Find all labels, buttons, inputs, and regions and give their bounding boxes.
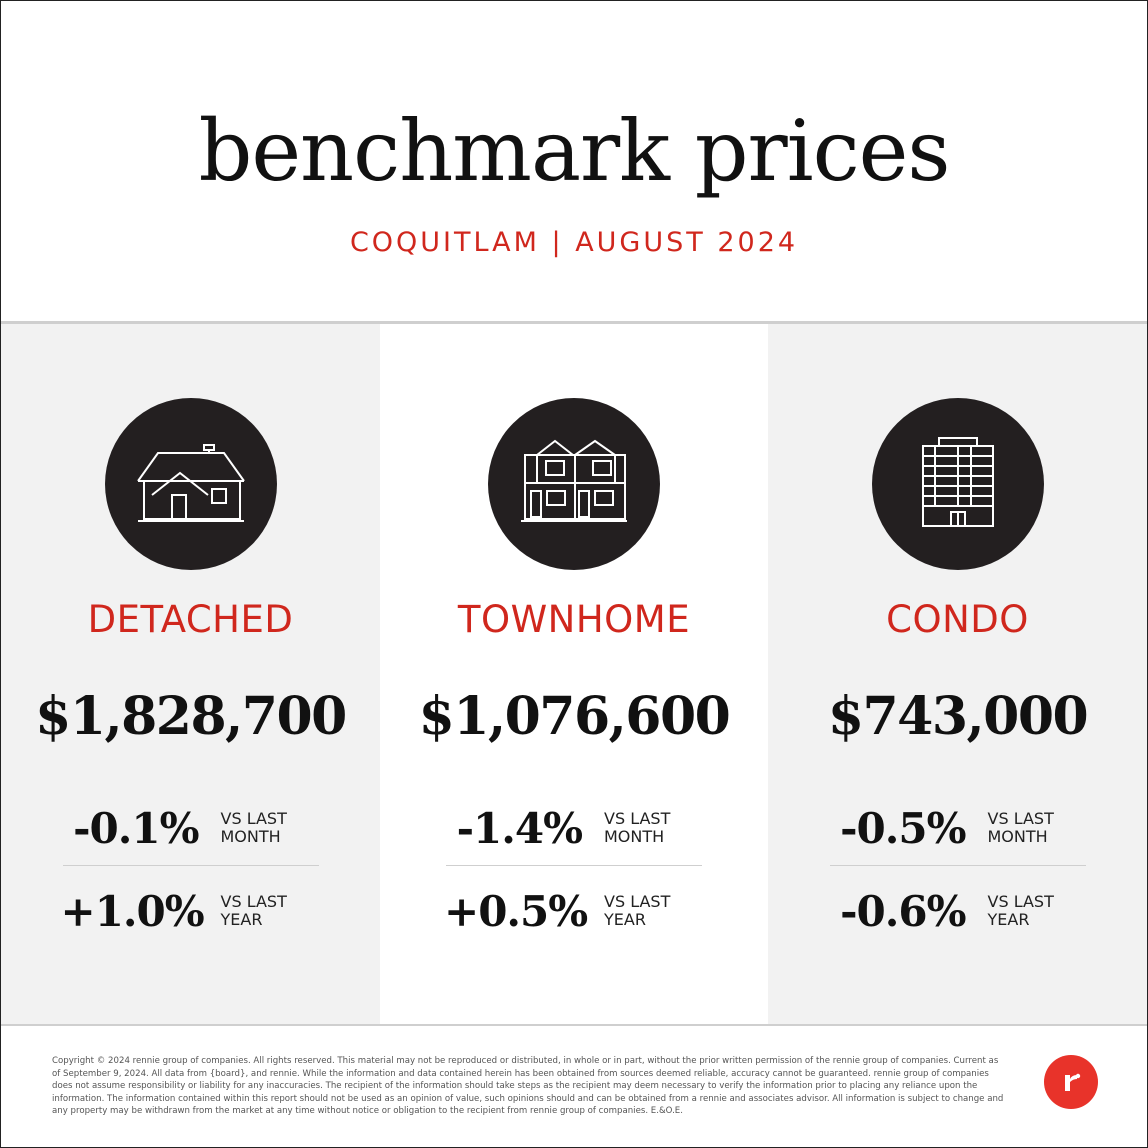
townhome-icon bbox=[488, 398, 660, 570]
column-condo: CONDO $743,000 -0.5% VS LAST MONTH -0.6%… bbox=[768, 324, 1147, 1024]
property-type-label: CONDO bbox=[886, 598, 1029, 641]
caption-line: YEAR bbox=[604, 910, 646, 929]
caption-line: VS LAST bbox=[604, 892, 671, 911]
caption-line: VS LAST bbox=[220, 892, 287, 911]
year-change-caption: VS LAST YEAR bbox=[221, 893, 321, 929]
year-change-row: +1.0% VS LAST YEAR bbox=[1, 881, 380, 941]
property-type-label: DETACHED bbox=[87, 598, 294, 641]
month-change-row: -1.4% VS LAST MONTH bbox=[380, 798, 768, 858]
month-change-value: -0.1% bbox=[73, 803, 199, 853]
column-townhome: TOWNHOME $1,076,600 -1.4% VS LAST MONTH … bbox=[380, 324, 768, 1024]
stat-divider bbox=[63, 865, 319, 866]
year-change-row: +0.5% VS LAST YEAR bbox=[380, 881, 768, 941]
caption-line: VS LAST bbox=[220, 809, 287, 828]
caption-line: VS LAST bbox=[987, 809, 1054, 828]
header-divider bbox=[1, 321, 1147, 324]
rennie-logo bbox=[1044, 1055, 1098, 1109]
caption-line: MONTH bbox=[220, 827, 281, 846]
page-subtitle: COQUITLAM | AUGUST 2024 bbox=[349, 227, 799, 258]
caption-line: MONTH bbox=[604, 827, 665, 846]
month-change-caption: VS LAST MONTH bbox=[988, 810, 1088, 846]
footer-divider bbox=[1, 1024, 1147, 1026]
rennie-logo-icon bbox=[1065, 1073, 1081, 1091]
year-change-caption: VS LAST YEAR bbox=[988, 893, 1088, 929]
stat-divider bbox=[446, 865, 702, 866]
year-change-caption: VS LAST YEAR bbox=[604, 893, 704, 929]
benchmark-price: $1,828,700 bbox=[35, 686, 347, 747]
month-change-value: -1.4% bbox=[456, 803, 583, 853]
month-change-value: -0.5% bbox=[840, 803, 966, 853]
caption-line: MONTH bbox=[987, 827, 1048, 846]
month-change-row: -0.1% VS LAST MONTH bbox=[1, 798, 380, 858]
price-columns: DETACHED $1,828,700 -0.1% VS LAST MONTH … bbox=[1, 324, 1147, 1024]
benchmark-price: $743,000 bbox=[827, 686, 1089, 747]
year-change-value: +0.5% bbox=[444, 886, 588, 936]
stat-divider bbox=[830, 865, 1086, 866]
year-change-value: +1.0% bbox=[60, 886, 205, 936]
condo-building-icon bbox=[871, 398, 1044, 570]
disclaimer-text: Copyright © 2024 rennie group of compani… bbox=[52, 1056, 1004, 1117]
caption-line: VS LAST bbox=[604, 809, 671, 828]
month-change-caption: VS LAST MONTH bbox=[221, 810, 321, 846]
property-type-label: TOWNHOME bbox=[457, 598, 691, 641]
month-change-row: -0.5% VS LAST MONTH bbox=[768, 798, 1147, 858]
page-title: benchmark prices bbox=[198, 102, 951, 200]
year-change-value: -0.6% bbox=[840, 886, 966, 936]
year-change-row: -0.6% VS LAST YEAR bbox=[768, 881, 1147, 941]
caption-line: YEAR bbox=[220, 910, 263, 929]
column-detached: DETACHED $1,828,700 -0.1% VS LAST MONTH … bbox=[1, 324, 380, 1024]
caption-line: YEAR bbox=[987, 910, 1030, 929]
caption-line: VS LAST bbox=[987, 892, 1054, 911]
detached-house-icon bbox=[104, 398, 277, 570]
month-change-caption: VS LAST MONTH bbox=[604, 810, 704, 846]
header: benchmark prices COQUITLAM | AUGUST 2024 bbox=[1, 1, 1147, 321]
benchmark-price: $1,076,600 bbox=[418, 686, 731, 747]
